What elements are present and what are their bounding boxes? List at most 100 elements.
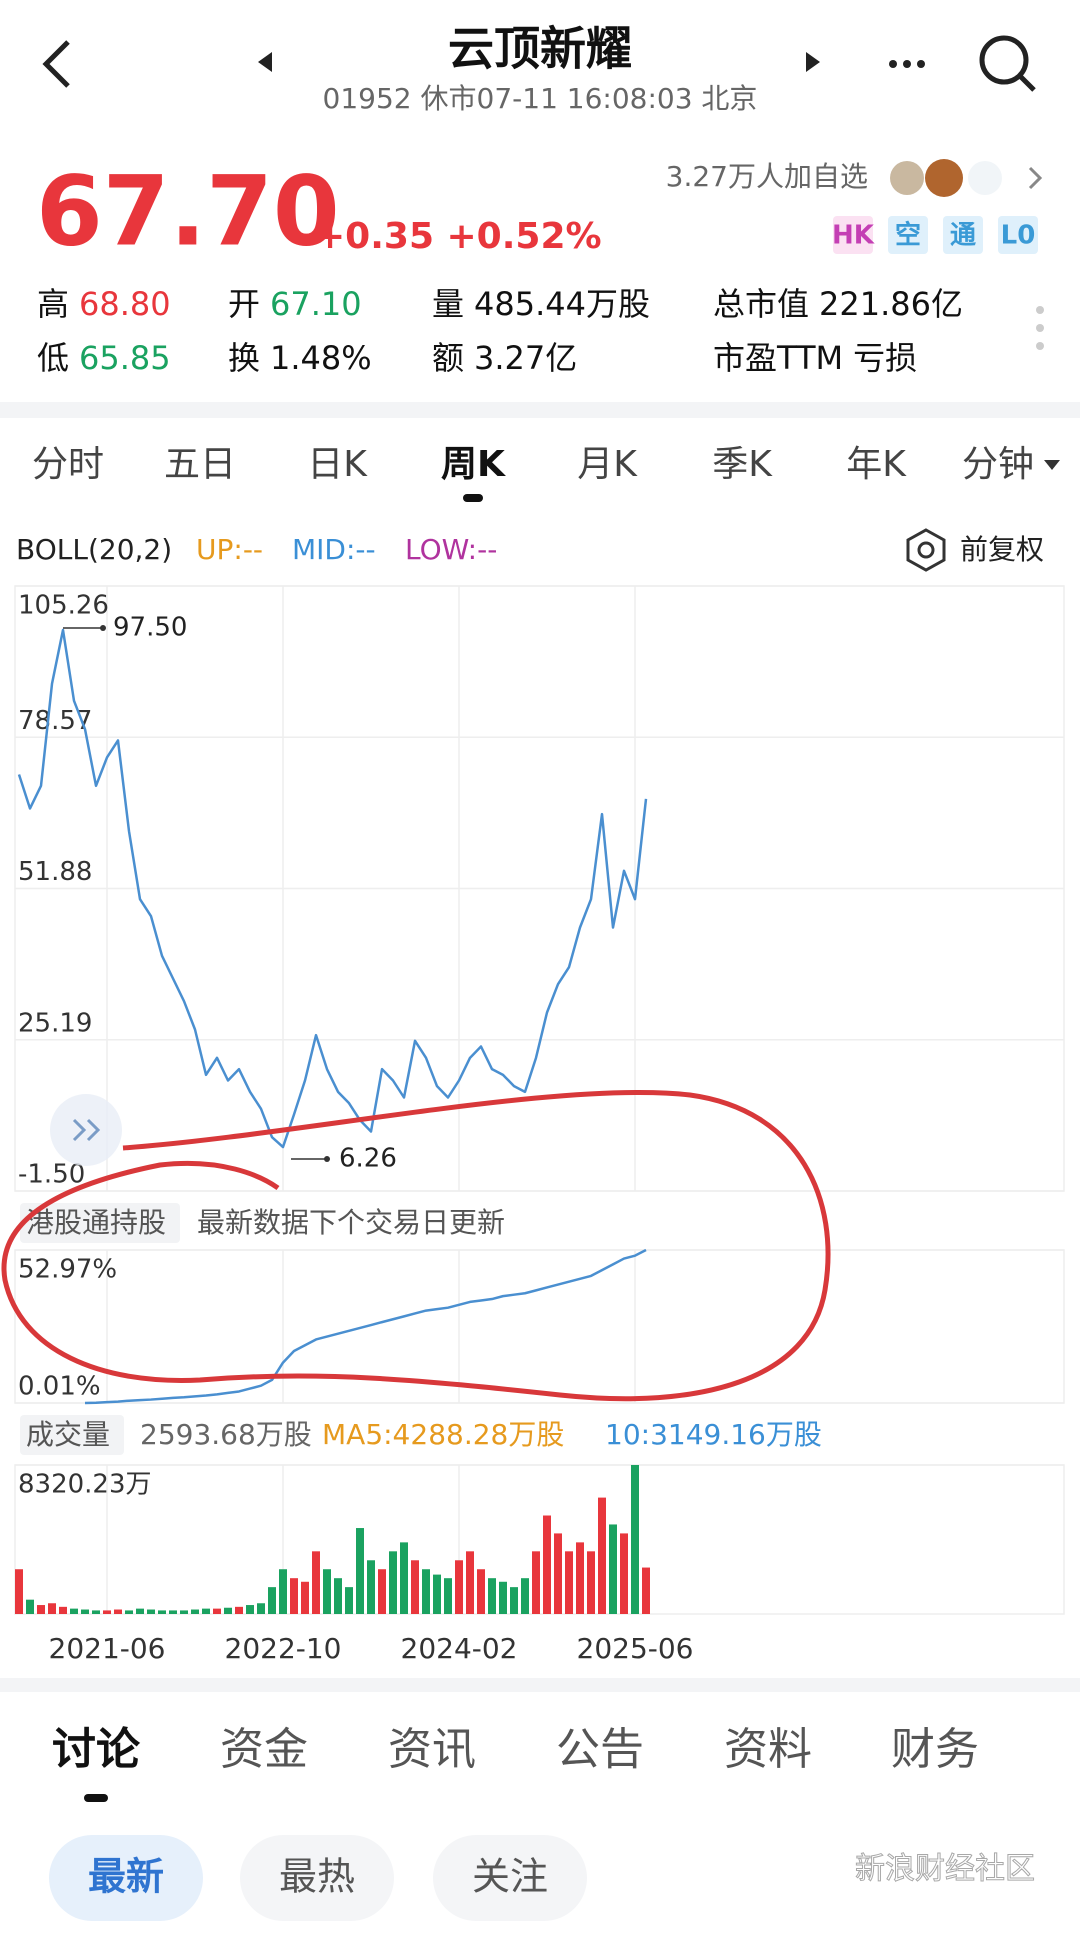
stats: 高 68.80 开 67.10 量 485.44万股 总市值 221.86亿 低 65.8… — [37, 285, 963, 377]
tab[interactable]: 资料 — [724, 1724, 812, 1775]
annotation-circle — [1, 1089, 831, 1402]
volume-bar — [114, 1609, 122, 1614]
stat-label: 额 — [432, 339, 464, 377]
volume-bar — [224, 1607, 232, 1614]
volume-bar — [378, 1569, 386, 1614]
stat-label: 开 — [228, 285, 260, 323]
indicator-mid: MID:-- — [292, 533, 376, 566]
price: 67.70 — [36, 155, 340, 267]
volume-bar — [202, 1608, 210, 1614]
next-stock[interactable] — [806, 52, 820, 72]
pill — [49, 1835, 203, 1921]
chevron — [1028, 166, 1043, 190]
tab[interactable]: 季K — [712, 444, 773, 485]
tab-indicator — [463, 494, 483, 502]
y-tick-label: 8320.23万 — [18, 1470, 152, 1500]
volume-bar — [411, 1560, 419, 1614]
stat: 量 485.44万股 — [432, 285, 650, 323]
y-tick-label: 25.19 — [18, 1008, 92, 1038]
volume-current: 2593.68万股 — [140, 1418, 312, 1451]
stat: 市盈TTM 亏损 — [713, 339, 917, 377]
search-button[interactable] — [979, 35, 1036, 92]
volume-ma10: 10:3149.16万股 — [605, 1418, 822, 1451]
stat-label: 量 — [432, 285, 464, 323]
volume-bar — [323, 1569, 331, 1614]
volume-bar — [521, 1578, 529, 1614]
stock-subtitle: 01952 休市07-11 16:08:03 北京 — [323, 82, 758, 115]
stat-value: 485.44万股 — [474, 285, 650, 323]
stat-label: 高 — [37, 285, 69, 323]
watermark: 新浪财经社区 — [855, 1852, 1035, 1887]
volume-bar — [587, 1551, 595, 1614]
back-button[interactable] — [42, 40, 70, 88]
followers[interactable]: 3.27万人加自选 — [666, 160, 868, 193]
volume-bar — [180, 1610, 188, 1614]
tab[interactable]: 财务 — [891, 1724, 979, 1775]
annotation-dot — [324, 1156, 330, 1163]
sub-tab[interactable]: 最热 — [279, 1855, 355, 1899]
y-tick-label: 0.01% — [18, 1372, 101, 1402]
tab-active[interactable]: 讨论 — [52, 1724, 141, 1775]
volume-bar — [81, 1609, 89, 1614]
volume-bar — [400, 1542, 408, 1614]
tab-active[interactable]: 周K — [441, 444, 506, 485]
volume-bar — [631, 1465, 639, 1614]
volume-bar — [499, 1581, 507, 1614]
avatar — [890, 161, 924, 195]
expand-dots[interactable] — [1036, 306, 1044, 350]
more-button[interactable] — [889, 60, 925, 68]
line — [17, 628, 648, 1149]
settings-icon[interactable] — [906, 528, 946, 572]
tab[interactable]: 五日 — [164, 444, 236, 485]
tab[interactable]: 资金 — [220, 1724, 308, 1775]
prev-stock[interactable] — [258, 52, 272, 72]
sub-tab-active[interactable]: 最新 — [88, 1855, 164, 1899]
volume-bar — [312, 1551, 320, 1614]
volume-bar — [125, 1610, 133, 1614]
volume-bar — [59, 1606, 67, 1614]
tab[interactable]: 日K — [307, 444, 368, 485]
pill — [240, 1835, 394, 1921]
x-tick-label: 2022-10 — [225, 1632, 342, 1665]
sub-tab[interactable]: 关注 — [472, 1855, 548, 1899]
tab[interactable]: 月K — [577, 444, 638, 485]
volume-bar — [235, 1606, 243, 1614]
tag-bg — [998, 216, 1038, 254]
holdings-note: 最新数据下个交易日更新 — [197, 1206, 505, 1239]
tab[interactable]: 资讯 — [388, 1724, 476, 1775]
tab[interactable]: 分时 — [32, 444, 104, 485]
avatar — [968, 161, 1002, 195]
volume-bar — [609, 1524, 617, 1614]
volume-label: 成交量 — [26, 1418, 110, 1451]
volume-bar — [158, 1610, 166, 1614]
volume-bar — [598, 1497, 606, 1614]
y-tick-label: 105.26 — [18, 591, 109, 621]
volume-bar — [488, 1578, 496, 1614]
tab[interactable]: 分钟 — [962, 444, 1034, 485]
period-tabs: 分时 五日 日K 周K 月K 季K 年K 分钟 — [32, 444, 1034, 485]
volume-bar — [466, 1551, 474, 1614]
volume-bar — [532, 1551, 540, 1614]
divider — [0, 1678, 1080, 1692]
tags: HK 空 通 L0 — [832, 216, 1038, 254]
indicator-low: LOW:-- — [405, 533, 497, 566]
volume-bar — [48, 1603, 56, 1614]
stat-label: 总市值 — [713, 285, 809, 323]
tab[interactable]: 公告 — [556, 1724, 644, 1775]
adjust-mode[interactable]: 前复权 — [960, 533, 1044, 566]
charts: 105.26 78.57 51.88 25.19 -1.50 97.50 6.26 52.97… — [14, 585, 1065, 1665]
volume-bar — [268, 1587, 276, 1614]
stat-value: 65.85 — [79, 339, 171, 377]
tag: L0 — [1001, 221, 1036, 251]
volume-bar — [422, 1569, 430, 1614]
tab-indicator — [84, 1794, 108, 1802]
x-tick-label: 2021-06 — [49, 1632, 166, 1665]
sub-tabs: 最新 最热 关注 — [88, 1855, 548, 1899]
tag-bg — [833, 216, 873, 254]
label-bg — [20, 1203, 180, 1243]
volume-bar — [543, 1515, 551, 1614]
volume-bar — [367, 1560, 375, 1614]
indicator-name[interactable]: BOLL(20,2) — [16, 533, 172, 566]
tab[interactable]: 年K — [846, 444, 907, 485]
